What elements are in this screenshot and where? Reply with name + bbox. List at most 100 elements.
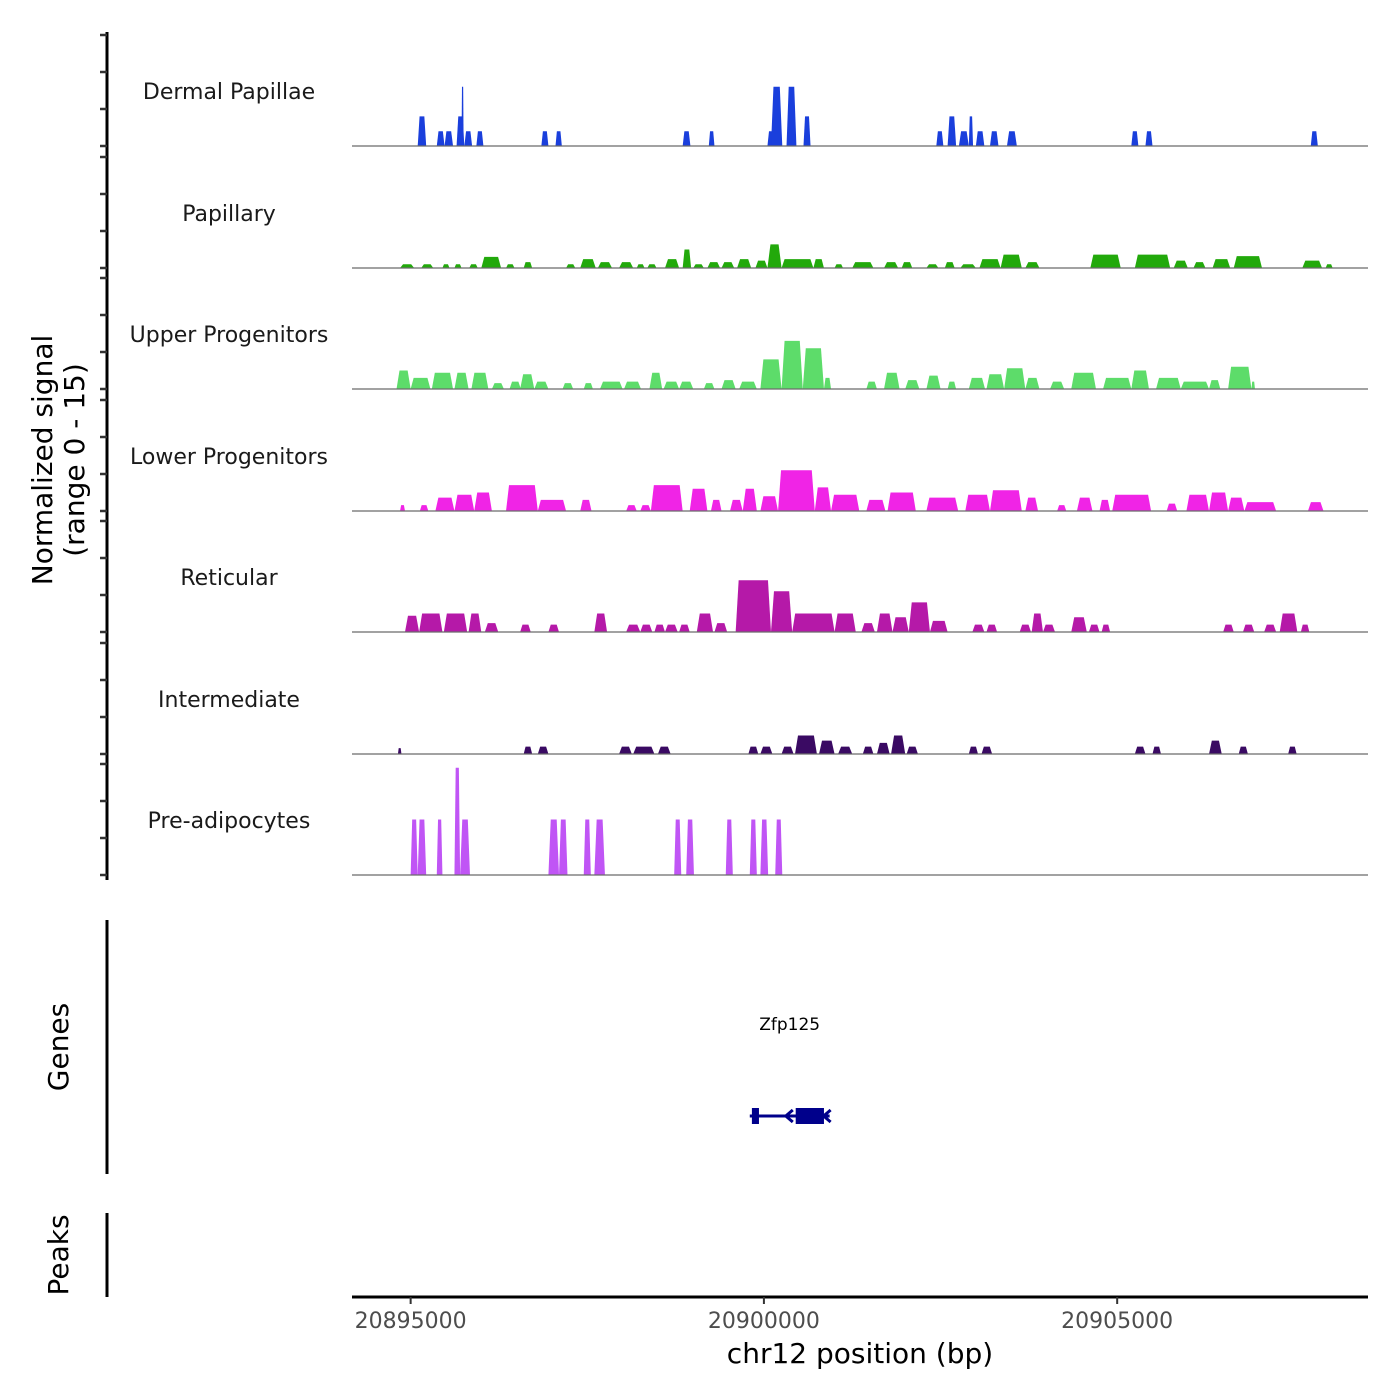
track-lower-progenitors: Lower Progenitors <box>130 445 1368 512</box>
signal-peak <box>679 624 690 632</box>
signal-peak <box>862 746 874 754</box>
signal-peak <box>866 381 877 389</box>
signal-peak <box>400 505 405 511</box>
signal-peak <box>1101 624 1111 632</box>
signal-peak <box>696 613 714 632</box>
signal-peak <box>781 746 794 754</box>
signal-peak <box>891 735 906 754</box>
signal-peak <box>1050 381 1065 389</box>
signal-peak <box>749 819 757 875</box>
signal-peak <box>636 264 645 268</box>
signal-peak <box>876 613 893 632</box>
signal-peak <box>760 819 769 875</box>
gene-track: Zfp125 <box>749 1015 832 1124</box>
signal-peak <box>421 264 434 268</box>
signal-peak <box>454 372 469 389</box>
signal-peak <box>1134 254 1171 268</box>
signal-peak <box>461 86 464 146</box>
signal-peak <box>1103 377 1132 389</box>
signal-peak <box>781 259 814 268</box>
signal-peak <box>906 746 918 754</box>
signal-peak <box>640 505 651 511</box>
signal-peak <box>708 131 715 146</box>
signal-peak <box>464 131 473 146</box>
signal-peak <box>986 624 998 632</box>
signal-peak <box>960 264 976 268</box>
signal-peak <box>580 499 592 511</box>
signal-peak <box>1173 260 1188 268</box>
signal-peak <box>594 819 605 875</box>
signal-peak <box>444 131 454 146</box>
signal-peak <box>689 488 708 511</box>
signal-peak <box>725 819 733 875</box>
signal-peak <box>454 494 475 511</box>
signal-peak <box>703 383 715 389</box>
signal-peak <box>1279 613 1298 632</box>
track-label: Papillary <box>182 202 276 227</box>
track-label: Upper Progenitors <box>130 323 329 348</box>
signal-peak <box>520 374 535 389</box>
signal-peak <box>619 262 634 268</box>
signal-peak <box>559 819 568 875</box>
signal-peak <box>979 259 1001 268</box>
signal-peak <box>1186 494 1210 511</box>
signal-peak <box>1004 368 1026 389</box>
signal-peak <box>674 819 682 875</box>
signal-peak <box>619 746 632 754</box>
signal-peak <box>693 264 704 268</box>
signal-peak <box>523 746 533 754</box>
signal-peak <box>469 264 478 268</box>
signal-peak <box>929 620 948 632</box>
signal-peak <box>936 131 944 146</box>
signal-peak <box>594 613 608 632</box>
signal-peak <box>760 746 773 754</box>
signal-peak <box>1238 746 1248 754</box>
signal-peak <box>892 617 909 632</box>
signal-peak <box>506 485 538 511</box>
signal-peak <box>926 264 939 268</box>
signal-peak <box>926 497 959 511</box>
x-tick-label: 20900000 <box>708 1309 820 1334</box>
signal-peak <box>1310 131 1318 146</box>
signal-peak <box>523 262 533 268</box>
signal-peak <box>400 264 415 268</box>
signal-peak <box>1233 256 1263 268</box>
signal-peak <box>852 262 874 268</box>
signal-peak <box>986 374 1005 389</box>
signal-peak <box>876 742 890 754</box>
signal-peak <box>548 624 560 632</box>
signal-peak <box>1302 260 1323 268</box>
signal-peak <box>819 740 835 754</box>
signal-peak <box>972 624 985 632</box>
signal-peak <box>735 580 771 632</box>
track-pre-adipocytes: Pre-adipocytes <box>148 767 1368 876</box>
signal-peak <box>460 819 470 875</box>
signal-peak <box>435 497 455 511</box>
signal-peak <box>484 623 499 632</box>
signal-peak <box>965 494 991 511</box>
signal-peak <box>555 131 562 146</box>
signal-peak <box>721 380 736 389</box>
signal-peak <box>1251 381 1255 389</box>
signal-peak <box>1228 366 1252 389</box>
signal-peak <box>1156 377 1181 389</box>
track-intermediate: Intermediate <box>158 688 1368 755</box>
signal-peak <box>640 624 653 632</box>
strand-arrow-icon <box>783 1108 794 1124</box>
signal-peak <box>866 499 886 511</box>
signal-y-axis-ticks <box>100 33 107 877</box>
signal-peak <box>748 746 759 754</box>
signal-peak <box>1209 380 1221 389</box>
signal-peak <box>887 492 916 511</box>
gene-name-label: Zfp125 <box>759 1015 820 1035</box>
signal-peak <box>767 244 782 268</box>
signal-peak <box>562 383 574 389</box>
signal-peak <box>781 340 803 389</box>
signal-peak <box>905 380 920 389</box>
signal-peak <box>884 372 900 389</box>
signal-peak <box>831 494 860 511</box>
signal-peak <box>534 381 549 389</box>
peaks-track-label: Peaks <box>42 1214 75 1295</box>
signal-peak <box>813 259 824 268</box>
signal-peak <box>491 383 504 389</box>
